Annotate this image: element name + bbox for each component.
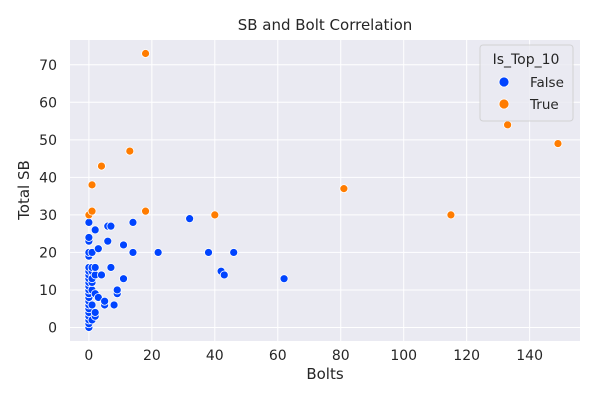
series-false — [84, 214, 289, 332]
y-tick-label: 20 — [39, 245, 57, 261]
data-point — [339, 184, 349, 194]
x-tick-label: 60 — [269, 348, 287, 364]
y-tick-label: 70 — [39, 58, 57, 74]
x-tick-label: 80 — [332, 348, 350, 364]
data-point — [210, 210, 220, 220]
data-point — [90, 308, 100, 317]
points — [84, 49, 563, 332]
data-point — [90, 225, 100, 235]
data-point — [141, 206, 150, 216]
data-point — [84, 233, 94, 242]
data-point — [141, 49, 150, 58]
data-point — [87, 180, 97, 190]
x-tick-labels: 0 20 40 60 80 100 120 140 — [84, 348, 543, 364]
y-tick-label: 40 — [39, 170, 57, 186]
data-point — [153, 248, 163, 257]
data-point — [125, 146, 135, 156]
data-point — [185, 214, 195, 224]
y-axis-label: Total SB — [15, 160, 33, 221]
x-tick-label: 140 — [516, 348, 543, 364]
x-axis-label: Bolts — [306, 365, 344, 383]
data-point — [128, 248, 138, 257]
y-tick-label: 0 — [48, 320, 57, 336]
data-point — [87, 206, 97, 216]
data-point — [503, 120, 512, 130]
data-point — [103, 236, 113, 246]
data-point — [106, 263, 116, 272]
data-point — [97, 161, 106, 171]
x-tick-label: 40 — [206, 348, 224, 364]
data-point — [229, 248, 239, 257]
data-point — [119, 240, 128, 250]
data-point — [106, 221, 116, 231]
data-point — [204, 248, 213, 257]
data-point — [219, 270, 229, 280]
y-tick-label: 10 — [39, 283, 57, 299]
x-tick-label: 20 — [143, 348, 161, 364]
data-point — [553, 139, 563, 148]
data-point — [84, 218, 94, 227]
legend-marker-true — [498, 98, 510, 110]
legend-marker-false — [498, 76, 510, 88]
data-point — [112, 285, 122, 295]
series-true — [84, 49, 563, 220]
data-point — [87, 300, 97, 310]
x-tick-label: 0 — [84, 348, 93, 364]
y-tick-labels: 0 10 20 30 40 50 60 70 — [39, 58, 57, 337]
legend: Is_Top_10 False True — [479, 44, 574, 122]
y-tick-label: 30 — [39, 208, 57, 224]
data-point — [279, 274, 289, 284]
y-tick-label: 50 — [39, 133, 57, 149]
legend-label-true: True — [529, 97, 559, 113]
chart-title: SB and Bolt Correlation — [238, 16, 413, 34]
data-point — [446, 210, 456, 220]
y-tick-label: 60 — [39, 95, 57, 111]
x-tick-label: 100 — [390, 348, 417, 364]
data-point — [97, 270, 106, 280]
legend-label-false: False — [530, 75, 564, 91]
data-point — [109, 300, 119, 310]
x-tick-label: 120 — [453, 348, 480, 364]
legend-title: Is_Top_10 — [493, 52, 560, 68]
data-point — [90, 263, 100, 272]
data-point — [119, 274, 128, 284]
data-point — [128, 218, 138, 227]
data-point — [100, 296, 110, 306]
data-point — [93, 244, 103, 254]
